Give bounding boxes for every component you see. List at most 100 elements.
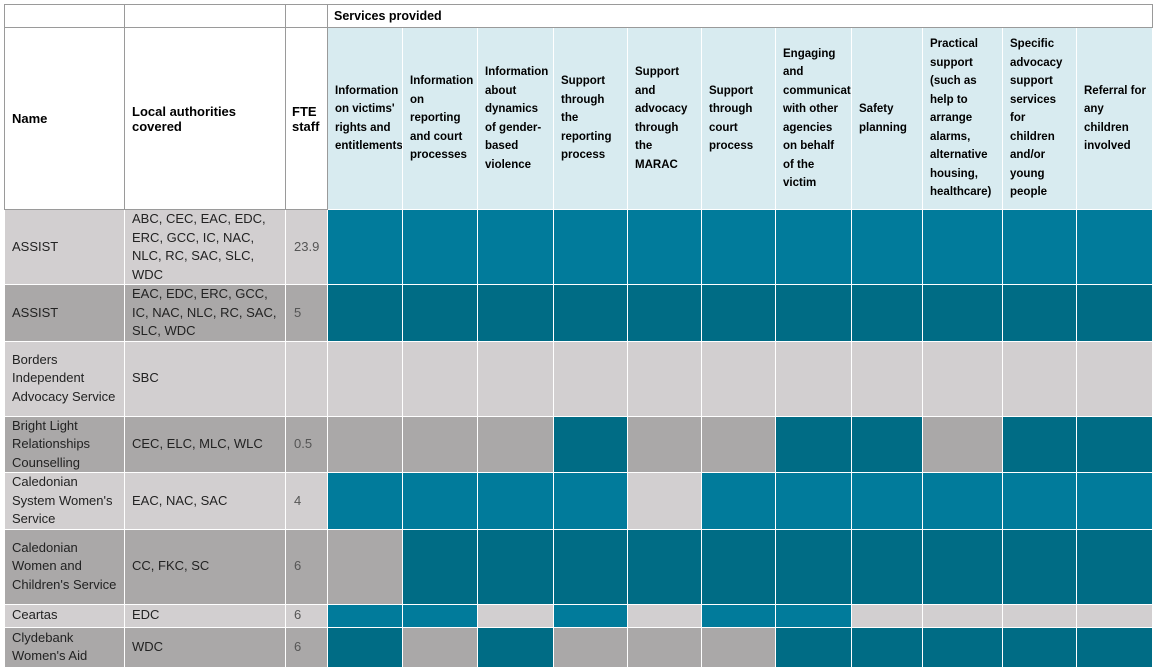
service-not-provided-cell [553, 626, 628, 668]
service-provided-cell [553, 415, 628, 473]
organisation-name: Borders Independent Advocacy Service [4, 340, 125, 417]
service-header: Referral for any children involved [1075, 27, 1154, 210]
service-not-provided-cell [627, 415, 702, 473]
column-header-fte: FTE staff [285, 27, 328, 210]
fte-cell: 6 [285, 528, 328, 605]
service-provided-cell [477, 209, 554, 285]
service-provided-cell [851, 284, 923, 342]
header-blank-la [124, 4, 286, 28]
service-provided-cell [402, 528, 478, 605]
service-not-provided-cell [327, 340, 403, 417]
service-provided-cell [851, 472, 923, 530]
organisation-name: ASSIST [4, 284, 125, 342]
service-provided-cell [775, 528, 852, 605]
service-provided-cell [775, 284, 852, 342]
service-provided-cell [327, 209, 403, 285]
service-provided-cell [1075, 415, 1154, 473]
service-header: Information about dynamics of gender-bas… [477, 27, 554, 210]
service-not-provided-cell [851, 340, 923, 417]
service-header: Practical support (such as help to arran… [922, 27, 1003, 210]
service-provided-cell [1002, 415, 1077, 473]
service-provided-cell [701, 284, 776, 342]
service-provided-cell [327, 603, 403, 628]
service-provided-cell [1002, 626, 1077, 668]
organisation-name: Clydebank Women's Aid [4, 626, 125, 668]
fte-cell: 5 [285, 284, 328, 342]
service-provided-cell [477, 472, 554, 530]
fte-cell: 4 [285, 472, 328, 530]
service-provided-cell [922, 626, 1003, 668]
local-authorities-cell: CEC, ELC, MLC, WLC [124, 415, 286, 473]
service-header: Support and advocacy through the MARAC [627, 27, 702, 210]
service-provided-cell [627, 528, 702, 605]
table-row: Borders Independent Advocacy Service SBC [4, 340, 1154, 417]
services-table: Services provided Name Local authorities… [4, 4, 1154, 668]
local-authorities-cell: SBC [124, 340, 286, 417]
service-provided-cell [775, 626, 852, 668]
service-provided-cell [922, 472, 1003, 530]
service-provided-cell [851, 528, 923, 605]
service-provided-cell [1002, 284, 1077, 342]
header-blank-name [4, 4, 125, 28]
service-provided-cell [775, 603, 852, 628]
service-provided-cell [627, 209, 702, 285]
service-provided-cell [775, 472, 852, 530]
local-authorities-cell: ABC, CEC, EAC, EDC, ERC, GCC, IC, NAC, N… [124, 209, 286, 285]
table-row: Caledonian Women and Children's Service C… [4, 528, 1154, 605]
service-provided-cell [775, 209, 852, 285]
service-not-provided-cell [402, 626, 478, 668]
service-not-provided-cell [775, 340, 852, 417]
service-provided-cell [327, 284, 403, 342]
service-provided-cell [553, 603, 628, 628]
service-provided-cell [553, 209, 628, 285]
header-top-row: Services provided [4, 4, 1154, 28]
service-header: Specific advocacy support services for c… [1002, 27, 1077, 210]
service-header: Engaging and communicating with other ag… [775, 27, 852, 210]
service-not-provided-cell [627, 603, 702, 628]
fte-cell [285, 340, 328, 417]
service-header: Support through court process [701, 27, 776, 210]
service-provided-cell [1002, 209, 1077, 285]
service-provided-cell [402, 209, 478, 285]
organisation-name: Caledonian System Women's Service [4, 472, 125, 530]
service-not-provided-cell [553, 340, 628, 417]
header-blank-fte [285, 4, 328, 28]
service-not-provided-cell [477, 340, 554, 417]
table-row: Bright Light Relationships Counselling CE… [4, 415, 1154, 473]
service-provided-cell [922, 209, 1003, 285]
service-not-provided-cell [701, 340, 776, 417]
service-not-provided-cell [922, 603, 1003, 628]
fte-cell: 6 [285, 603, 328, 628]
service-not-provided-cell [701, 415, 776, 473]
service-provided-cell [701, 472, 776, 530]
service-provided-cell [1075, 472, 1154, 530]
service-provided-cell [402, 603, 478, 628]
service-header: Support through the reporting process [553, 27, 628, 210]
service-not-provided-cell [1075, 603, 1154, 628]
service-provided-cell [477, 626, 554, 668]
column-header-name: Name [4, 27, 125, 210]
local-authorities-cell: EAC, EDC, ERC, GCC, IC, NAC, NLC, RC, SA… [124, 284, 286, 342]
service-provided-cell [1075, 209, 1154, 285]
service-not-provided-cell [627, 472, 702, 530]
service-provided-cell [1002, 472, 1077, 530]
service-not-provided-cell [327, 528, 403, 605]
service-provided-cell [1075, 528, 1154, 605]
service-provided-cell [477, 284, 554, 342]
service-provided-cell [775, 415, 852, 473]
services-provided-header: Services provided [326, 4, 1154, 28]
organisation-name: ASSIST [4, 209, 125, 285]
service-provided-cell [553, 472, 628, 530]
header-main-row: Name Local authorities covered FTE staff… [4, 27, 1154, 210]
service-not-provided-cell [1075, 340, 1154, 417]
service-not-provided-cell [627, 626, 702, 668]
service-not-provided-cell [402, 340, 478, 417]
service-not-provided-cell [701, 626, 776, 668]
service-provided-cell [402, 472, 478, 530]
organisation-name: Caledonian Women and Children's Service [4, 528, 125, 605]
service-not-provided-cell [477, 415, 554, 473]
service-not-provided-cell [1002, 603, 1077, 628]
table-row: ASSIST EAC, EDC, ERC, GCC, IC, NAC, NLC, … [4, 284, 1154, 342]
service-not-provided-cell [477, 603, 554, 628]
service-provided-cell [701, 603, 776, 628]
